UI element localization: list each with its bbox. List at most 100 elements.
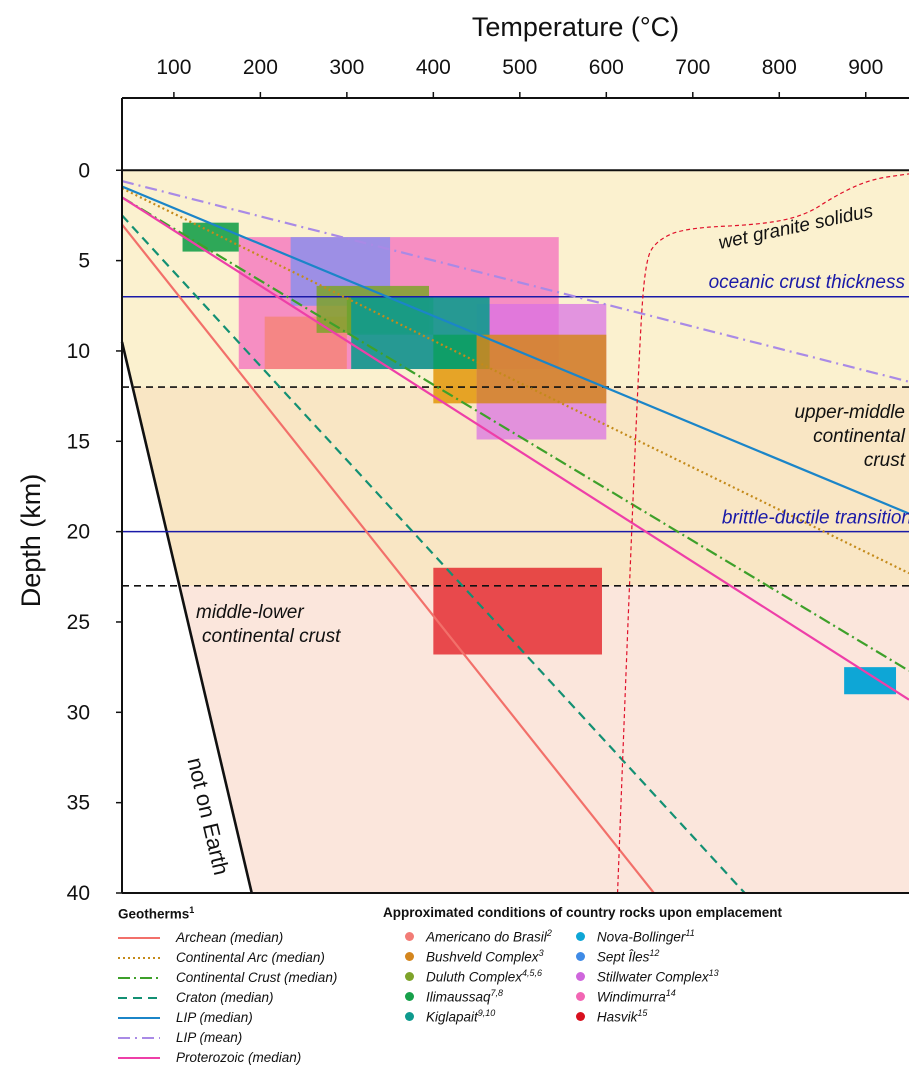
geotherm-legend-item: LIP (mean) [118,1028,337,1048]
geotherm-lip-median [122,185,909,515]
x-tick-label: 500 [502,56,537,79]
legend-dot [405,991,414,1001]
legend-line-swatch [118,996,160,999]
rock-legend-item: Nova-Bollinger11 [575,926,719,946]
legend-dot [575,931,585,941]
upper-middle-crust-label: crust [864,450,906,471]
legend-line-swatch [118,976,160,979]
y-tick-label: 0 [78,159,90,182]
x-tick-label: 300 [329,56,364,79]
x-tick-label: 100 [156,56,191,79]
geotherm-legend-label: Proterozoic (median) [176,1050,302,1065]
rock-legend-reference: 11 [685,927,695,938]
geotherm-legend-item: Continental Arc (median) [118,948,337,968]
rock-legend-reference: 14 [665,987,676,998]
rock-legend-label: Bushveld Complex3 [426,947,544,965]
legend-line-swatch [118,1016,160,1019]
legend-dot [405,951,414,961]
brittle-ductile-transition-label: brittle-ductile transition [722,508,909,529]
legend-dot [575,971,585,981]
upper-middle-crust-label: continental [813,426,906,447]
geotherm-legend: Geotherms1 Archean (median) Continental A… [118,905,337,1068]
geotherm-legend-item: Proterozoic (median) [118,1048,337,1068]
rock-legend-reference: 15 [637,1007,648,1018]
y-tick-label: 35 [67,792,90,815]
box-nova-bollinger [844,667,897,695]
rock-legend-label: Sept Îles12 [596,947,660,965]
box-hasvik [433,567,602,655]
legend-dot [575,951,585,961]
x-tick-label: 700 [675,56,710,79]
geotherm-chart: 100 200 300 400 500 600 700 800 900 0 5 10 15 20 25 30 3… [16,12,909,905]
x-tick-label: 800 [762,56,797,79]
legend-line-swatch [118,936,160,939]
geotherm-legend-label: Continental Crust (median) [176,970,338,985]
geotherm-legend-title: Geotherms1 [118,905,195,922]
geotherm-legend-item: Continental Crust (median) [118,968,337,988]
middle-lower-crust-label: middle-lower [196,602,304,623]
geotherm-legend-label: Craton (median) [176,990,274,1005]
y-tick-label: 25 [67,611,90,634]
legend-dot [575,1011,585,1021]
legend-dot [405,1011,414,1021]
rock-legend-label: Windimurra14 [596,987,676,1005]
rock-legend-reference: 4,5,6 [522,967,543,978]
rock-legend-item: Ilimaussaq7,8 [405,986,552,1006]
geotherm-lip-mean [122,180,909,383]
x-tick-label: 600 [589,56,624,79]
rock-legend-item: Sept Îles12 [575,946,719,966]
rock-legend-label: Ilimaussaq7,8 [426,987,504,1005]
rock-legend-item: Windimurra14 [575,986,719,1006]
x-tick-label: 400 [416,56,451,79]
rock-legend-reference: 13 [708,967,719,978]
middle-lower-crust-label: continental crust [202,626,341,647]
rock-legend-reference: 2 [546,927,552,938]
geotherm-legend-item: Craton (median) [118,988,337,1008]
geotherm-legend-item: Archean (median) [118,928,337,948]
rock-legend-label: Hasvik15 [596,1007,648,1025]
rock-legend-reference: 12 [649,947,660,958]
rock-legend-label: Nova-Bollinger11 [596,927,695,945]
oceanic-crust-thickness-label: oceanic crust thickness [709,272,906,293]
geotherm-legend-label: Continental Arc (median) [176,950,325,965]
y-tick-label: 5 [78,250,90,273]
rock-legend: Approximated conditions of country rocks… [383,905,782,1026]
rock-legend-reference: 7,8 [490,987,504,998]
rock-legend-reference: 3 [538,947,544,958]
rock-legend-item: Hasvik15 [575,1006,719,1026]
rock-legend-label: Kiglapait9,10 [426,1007,496,1025]
x-axis-title: Temperature (°C) [472,12,679,42]
rock-legend-item: Stillwater Complex13 [575,966,719,986]
legend-dot [575,991,585,1001]
box-bushveld-complex [433,369,477,404]
geotherm-continental-arc-median [122,187,909,575]
rock-legend-item: Duluth Complex4,5,6 [405,966,552,986]
legend-line-swatch [118,1056,160,1059]
geotherm-legend-label: LIP (median) [176,1010,253,1025]
y-tick-label: 40 [67,882,90,905]
geotherm-proterozoic-median [122,196,909,701]
legend-line-swatch [118,1036,160,1039]
box-ilimaussaq [182,222,239,252]
y-tick-label: 10 [67,340,90,363]
legend-dot [405,971,414,981]
geotherm-craton-median [122,214,746,893]
rock-legend-title: Approximated conditions of country rocks… [383,905,783,920]
rock-legend-label: Americano do Brasil2 [426,927,552,945]
rock-legend-label: Stillwater Complex13 [596,967,719,985]
x-tick-label: 900 [848,56,883,79]
legend-line-swatch [118,956,160,959]
box-bushveld-complex [476,334,607,404]
y-axis-title: Depth (km) [16,474,46,608]
geotherm-legend-label: Archean (median) [176,930,284,945]
rock-legend-item: Kiglapait9,10 [405,1006,552,1026]
upper-middle-crust-label: upper-middle [794,402,905,423]
rock-legend-item: Bushveld Complex3 [405,946,552,966]
x-tick-label: 200 [243,56,278,79]
geotherm-legend-item: LIP (median) [118,1008,337,1028]
y-tick-label: 30 [67,701,90,724]
geotherm-continental-crust-median [122,196,909,672]
not-on-earth-boundary [120,341,253,894]
rock-legend-reference: 9,10 [477,1007,496,1018]
legend-dot [405,931,414,941]
